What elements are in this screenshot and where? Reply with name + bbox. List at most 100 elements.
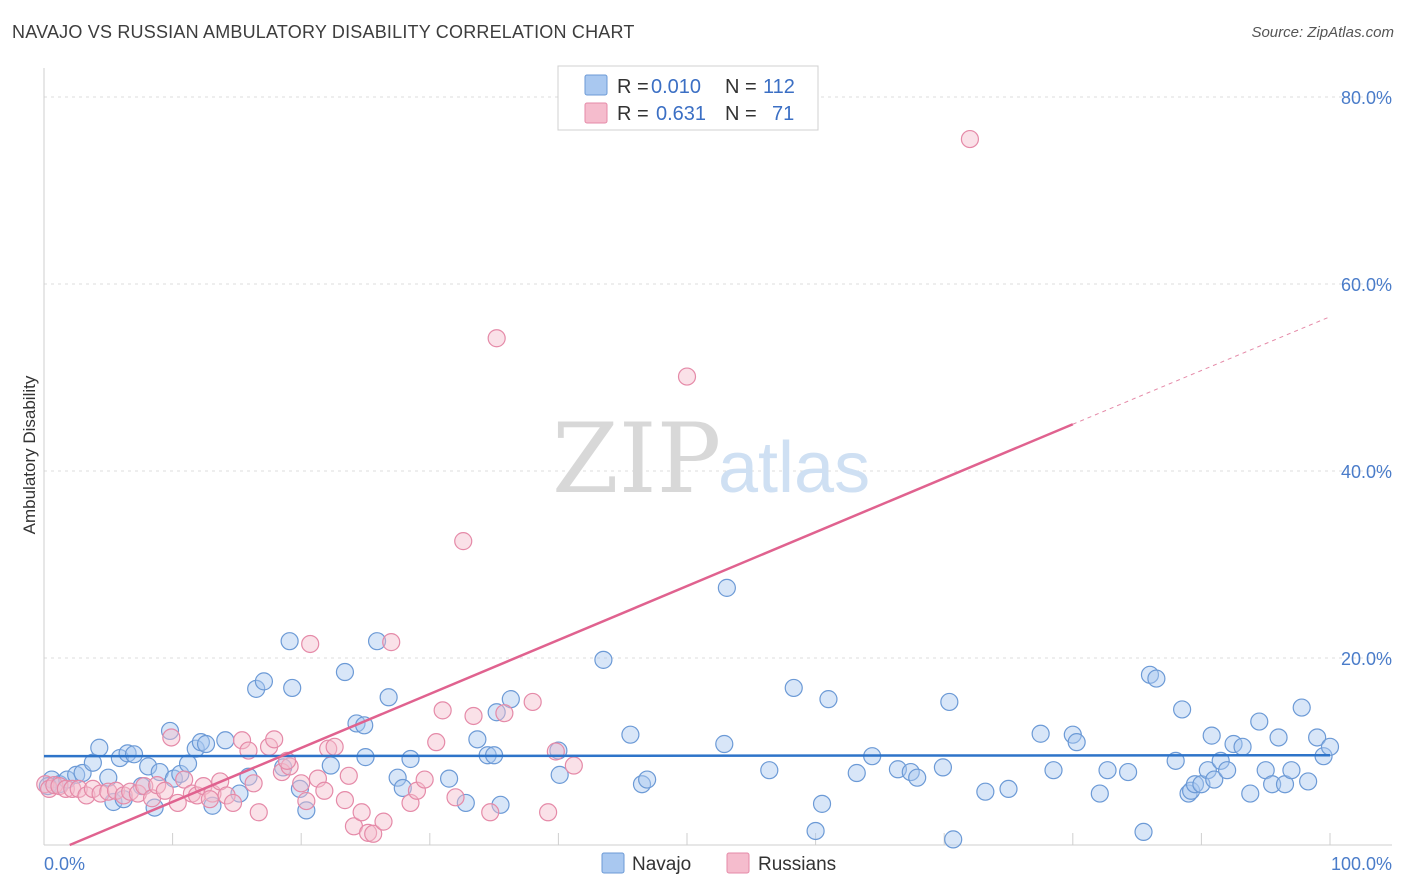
russian-point-46: [352, 803, 371, 822]
y-tick-label-3: 80.0%: [1341, 88, 1392, 108]
navajo-point-11: [118, 744, 137, 763]
navajo-point-51: [491, 795, 510, 814]
russian-point-29: [232, 731, 252, 750]
navajo-point-88: [1179, 784, 1198, 803]
russian-point-14: [128, 784, 147, 803]
navajo-n-label: N =: [725, 76, 757, 98]
navajo-point-108: [1308, 728, 1327, 747]
navajo-point-83: [1134, 822, 1153, 842]
legend-russian-swatch: [726, 852, 750, 874]
navajo-point-73: [944, 830, 963, 849]
navajo-point-70: [908, 768, 927, 787]
russian-point-53: [415, 770, 434, 789]
navajo-point-95: [1211, 751, 1230, 770]
x-tick-label-0: 0.0%: [44, 854, 85, 874]
navajo-point-65: [819, 690, 838, 709]
russian-point-28: [223, 793, 243, 813]
russian-point-66: [960, 129, 980, 149]
navajo-point-58: [638, 770, 657, 789]
navajo-point-87: [1173, 700, 1192, 719]
russian-point-7: [77, 786, 96, 805]
russian-point-54: [433, 701, 452, 720]
russian-point-57: [464, 706, 483, 726]
navajo-point-23: [196, 734, 216, 754]
navajo-point-29: [254, 672, 274, 691]
navajo-point-14: [139, 757, 158, 776]
navajo-trend-line: [43, 753, 1331, 758]
navajo-point-85: [1147, 669, 1166, 688]
navajo-point-75: [999, 779, 1018, 799]
stats-legend: R = 0.010 N = 112 R = 0.631 N = 71: [557, 65, 819, 131]
russian-point-32: [249, 803, 268, 822]
russian-n-value: 71: [772, 103, 794, 125]
navajo-r-value: 0.010: [651, 76, 701, 98]
legend-navajo-swatch: [601, 852, 625, 874]
russian-point-34: [265, 730, 284, 749]
navajo-point-17: [160, 721, 180, 741]
navajo-point-71: [933, 758, 953, 777]
navajo-point-63: [806, 821, 825, 841]
russian-point-59: [487, 329, 506, 348]
russian-point-10: [99, 782, 118, 801]
navajo-point-98: [1233, 737, 1252, 756]
russian-trend-extension: [1072, 316, 1331, 425]
navajo-point-28: [247, 679, 266, 698]
x-tick-label-1: 100.0%: [1331, 854, 1392, 874]
russian-point-40: [315, 781, 334, 800]
russian-point-65: [677, 367, 697, 386]
navajo-point-56: [621, 725, 640, 744]
navajo-point-50: [487, 703, 506, 722]
russian-n-label: N =: [725, 103, 757, 125]
russian-point-2: [45, 776, 64, 795]
navajo-point-61: [760, 761, 779, 780]
navajo-point-31: [283, 678, 302, 698]
navajo-point-82: [1118, 762, 1138, 782]
legend-navajo-label: Navajo: [632, 854, 691, 875]
russian-point-21: [175, 770, 194, 789]
navajo-point-90: [1185, 775, 1205, 794]
russian-point-63: [546, 742, 565, 761]
russian-point-62: [539, 803, 558, 822]
navajo-point-12: [124, 745, 144, 764]
navajo-point-60: [717, 578, 736, 597]
navajo-point-96: [1218, 761, 1237, 780]
navajo-point-110: [1320, 737, 1340, 756]
navajo-point-62: [784, 678, 803, 698]
navajo-point-102: [1263, 775, 1282, 794]
navajo-point-43: [393, 778, 412, 798]
russian-r-value: 0.631: [656, 103, 706, 125]
russian-point-31: [244, 774, 263, 793]
russian-point-49: [374, 812, 393, 831]
navajo-point-105: [1282, 761, 1301, 780]
navajo-point-47: [468, 730, 487, 749]
russian-point-55: [446, 788, 465, 807]
navajo-point-33: [297, 801, 316, 820]
trend-lines: [43, 316, 1331, 847]
russian-point-42: [325, 737, 344, 756]
navajo-point-44: [401, 749, 420, 769]
y-tick-label-0: 20.0%: [1341, 649, 1392, 669]
navajo-point-55: [594, 650, 613, 669]
navajo-point-36: [335, 662, 355, 682]
source-label: Source: ZipAtlas.com: [1251, 24, 1394, 41]
y-tick-label-2: 60.0%: [1341, 275, 1392, 295]
russian-point-61: [523, 692, 542, 712]
tick-labels: 20.0% 40.0% 60.0% 80.0% 0.0% 100.0%: [44, 88, 1392, 874]
series-legend: Navajo Russians: [601, 852, 836, 875]
navajo-r-label: R =: [617, 76, 649, 98]
navajo-point-3: [67, 765, 86, 784]
russian-point-38: [301, 634, 320, 654]
y-tick-label-1: 40.0%: [1341, 462, 1392, 482]
russian-point-56: [454, 532, 473, 551]
russian-point-50: [382, 633, 401, 652]
navajo-point-103: [1269, 728, 1288, 747]
watermark-atlas: atlas: [718, 428, 870, 508]
navajo-point-34: [280, 632, 299, 651]
russian-point-44: [339, 766, 358, 785]
russian-trend-line: [69, 423, 1074, 847]
navajo-point-6: [90, 738, 109, 757]
russian-swatch: [584, 102, 608, 124]
russian-point-18: [155, 781, 174, 800]
axes: [43, 68, 1392, 846]
